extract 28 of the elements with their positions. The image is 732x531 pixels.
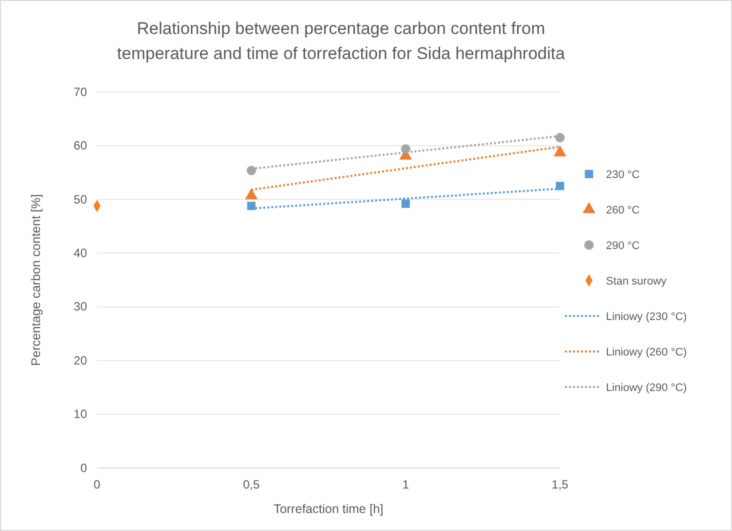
point [400,144,410,154]
legend-label: Liniowy (260 °C) [606,346,687,358]
point [246,166,256,176]
legend-label: Liniowy (290 °C) [606,382,687,394]
x-tick-label: 0 [94,478,101,492]
x-tick-label: 1,5 [552,478,569,492]
y-tick-label: 60 [74,138,88,153]
x-tick-label: 0,5 [242,478,260,492]
legend-label: 230 °C [606,169,640,181]
legend-label: 260 °C [606,204,640,216]
point [555,132,565,142]
y-tick-label: 30 [74,300,88,314]
legend-label: Stan surowy [606,276,668,288]
x-axis-title: Torrefaction time [h] [274,502,384,516]
x-tick-label: 1 [402,478,410,492]
y-axis-title: Percentage carbon content [%] [29,194,43,366]
y-tick-label: 40 [74,246,88,260]
point [556,182,564,190]
point [401,200,410,208]
point [247,202,256,210]
y-tick-label: 10 [74,407,88,422]
legend-label: 290 °C [606,240,640,252]
chart-title: Relationship between percentage carbon content from temperature and time of torrefaction for Sida hermaphrodita [117,19,566,63]
y-tick-label: 50 [74,192,88,206]
y-tick-label: 70 [74,84,88,99]
y-tick-label: 20 [74,353,88,368]
y-tick-label: 0 [80,460,88,475]
legend-label: Liniowy (230 °C) [606,311,687,323]
